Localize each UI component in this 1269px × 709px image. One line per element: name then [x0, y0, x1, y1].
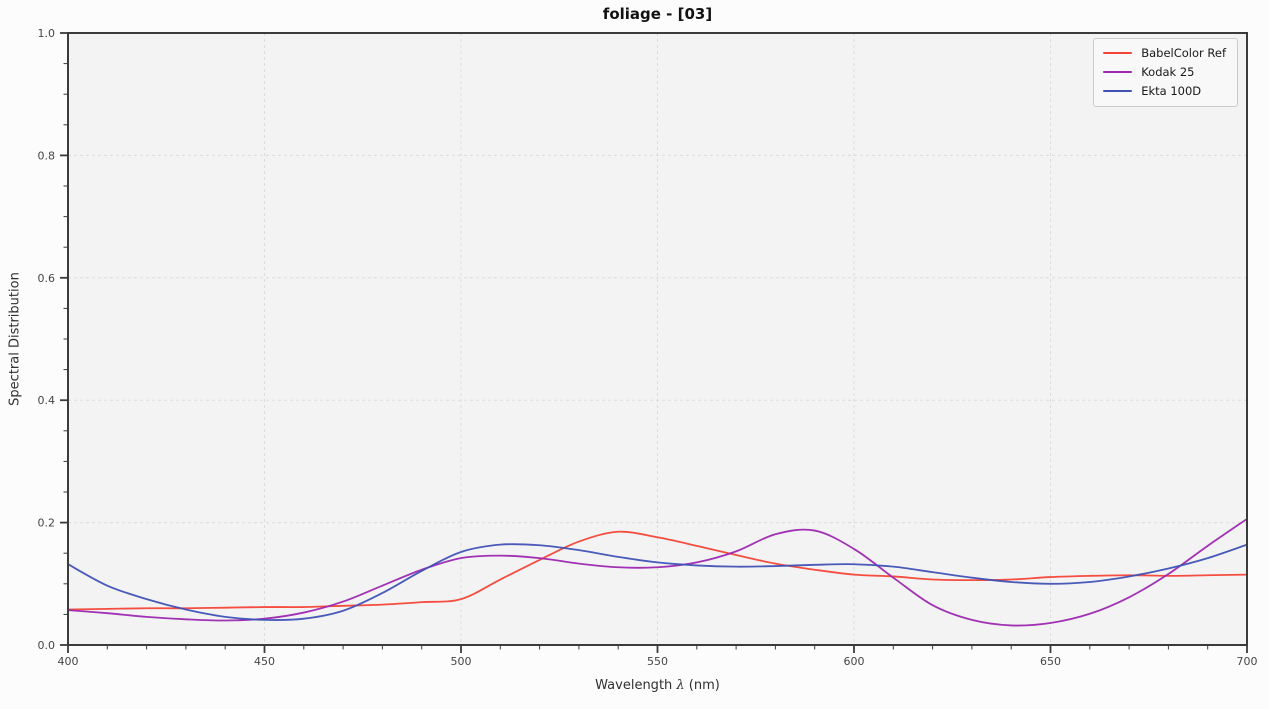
x-tick-label-600: 600 [844, 655, 865, 668]
legend-label: BabelColor Ref [1141, 46, 1226, 60]
x-tick-label-550: 550 [647, 655, 668, 668]
x-axis-label: Wavelength λ (nm) [595, 678, 720, 693]
y-tick-label-0.8: 0.8 [38, 149, 56, 162]
x-tick-label-500: 500 [451, 655, 472, 668]
legend-line-swatch-blue [1103, 90, 1133, 92]
x-tick-label-700: 700 [1237, 655, 1258, 668]
y-axis-label: Spectral Distribution [7, 272, 23, 406]
y-tick-label-1.0: 1.0 [38, 27, 56, 40]
chart-title: foliage - [03] [602, 5, 713, 23]
series-line-ekta-100d [67, 543, 1248, 621]
series-line-babelcolor-ref [67, 530, 1248, 611]
legend-line-swatch-red [1103, 52, 1133, 54]
y-tick-label-0.0: 0.0 [38, 639, 56, 652]
legend-label: Ekta 100D [1141, 84, 1202, 98]
legend-box: BabelColor Ref Kodak 25 Ekta 100D [1093, 38, 1238, 107]
lambda-symbol: λ [676, 678, 685, 693]
legend-label: Kodak 25 [1141, 65, 1195, 79]
x-tick-label-450: 450 [254, 655, 275, 668]
y-tick-label-0.6: 0.6 [38, 272, 56, 285]
series-line-kodak-25 [67, 518, 1248, 627]
legend-line-swatch-purple [1103, 71, 1133, 73]
plot-spines [67, 32, 1248, 646]
y-tick-label-0.2: 0.2 [38, 517, 56, 530]
x-tick-label-400: 400 [58, 655, 79, 668]
legend-item-kodak-25: Kodak 25 [1103, 65, 1226, 79]
y-tick-label-0.4: 0.4 [38, 394, 56, 407]
legend-item-babelcolor-ref: BabelColor Ref [1103, 46, 1226, 60]
legend-item-ekta-100d: Ekta 100D [1103, 84, 1226, 98]
x-tick-label-650: 650 [1040, 655, 1061, 668]
